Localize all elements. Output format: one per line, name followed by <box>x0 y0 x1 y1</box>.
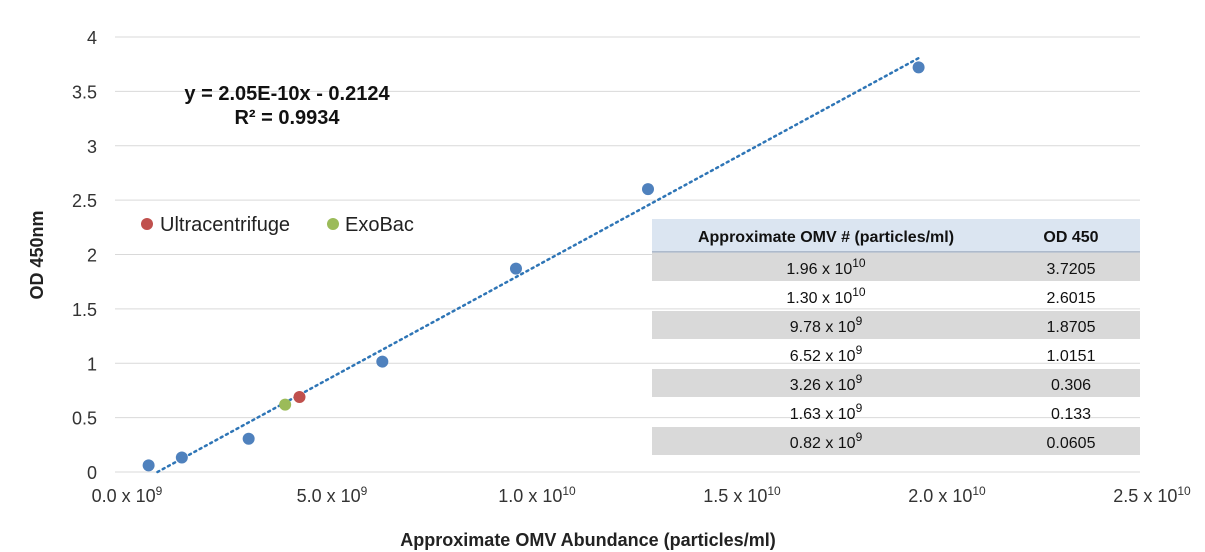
x-tick-label: 2.0 x 1010 <box>908 484 986 506</box>
y-tick-label: 3 <box>87 137 97 157</box>
table-row-stripe <box>652 369 1140 397</box>
table-row-stripe <box>652 311 1140 339</box>
y-tick-label: 3.5 <box>72 82 97 102</box>
x-axis-ticks: 0.0 x 109 5.0 x 109 1.0 x 1010 1.5 x 1010 2.… <box>92 484 1191 506</box>
x-tick-label: 1.5 x 1010 <box>703 484 781 506</box>
table-cell-od: 3.7205 <box>1047 261 1096 278</box>
table-cell-omv: 6.52 x 109 <box>790 343 863 365</box>
table-cell-od: 0.133 <box>1051 406 1091 423</box>
y-tick-label: 1.5 <box>72 300 97 320</box>
data-point <box>293 390 306 403</box>
table-cell-omv: 9.78 x 109 <box>790 314 863 336</box>
trendline-equation: y = 2.05E-10x - 0.2124 <box>184 83 390 105</box>
table-cell-omv: 1.30 x 1010 <box>786 285 866 307</box>
table-cell-omv: 1.63 x 109 <box>790 401 863 423</box>
data-point <box>509 262 522 275</box>
data-table: Approximate OMV # (particles/ml) OD 450 1.… <box>652 219 1140 455</box>
y-tick-label: 1 <box>87 354 97 374</box>
table-cell-od: 1.8705 <box>1047 319 1096 336</box>
data-point <box>142 459 155 472</box>
table-cell-od: 0.0605 <box>1047 435 1096 452</box>
x-tick-label: 2.5 x 1010 <box>1113 484 1191 506</box>
y-tick-label: 4 <box>87 28 97 48</box>
data-point <box>242 432 255 445</box>
y-tick-label: 2.5 <box>72 191 97 211</box>
table-cell-omv: 0.82 x 109 <box>790 430 863 452</box>
table-cell-omv: 1.96 x 1010 <box>786 256 866 278</box>
table-row-stripe <box>652 427 1140 455</box>
legend-marker <box>141 218 153 230</box>
table-row-stripe <box>652 253 1140 281</box>
x-axis-title: Approximate OMV Abundance (particles/ml) <box>400 530 775 550</box>
legend-label: ExoBac <box>345 214 414 236</box>
x-tick-label: 1.0 x 1010 <box>498 484 576 506</box>
table-cell-od: 2.6015 <box>1047 290 1096 307</box>
x-tick-label: 0.0 x 109 <box>92 484 163 506</box>
table-cell-omv: 3.26 x 109 <box>790 372 863 394</box>
data-point <box>376 355 389 368</box>
data-point <box>279 398 292 411</box>
legend-marker <box>327 218 339 230</box>
y-tick-label: 0 <box>87 463 97 483</box>
y-axis-title: OD 450nm <box>27 210 47 299</box>
table-header-omv: Approximate OMV # (particles/ml) <box>698 229 954 246</box>
legend-label: Ultracentrifuge <box>160 214 290 236</box>
table-cell-od: 0.306 <box>1051 377 1091 394</box>
table-cell-od: 1.0151 <box>1047 348 1096 365</box>
y-tick-label: 0.5 <box>72 409 97 429</box>
y-tick-label: 2 <box>87 246 97 266</box>
data-points <box>142 61 925 472</box>
table-header-bg <box>652 219 1140 252</box>
trendline-r-squared: R² = 0.9934 <box>234 107 340 129</box>
legend: Ultracentrifuge ExoBac <box>141 214 414 236</box>
table-header-od: OD 450 <box>1043 229 1098 246</box>
data-point <box>175 451 188 464</box>
x-tick-label: 5.0 x 109 <box>297 484 368 506</box>
y-axis-ticks: 0 0.5 1 1.5 2 2.5 3 3.5 4 <box>72 28 97 483</box>
data-point <box>642 183 654 196</box>
gridlines <box>115 36 1140 473</box>
data-point <box>912 61 925 74</box>
